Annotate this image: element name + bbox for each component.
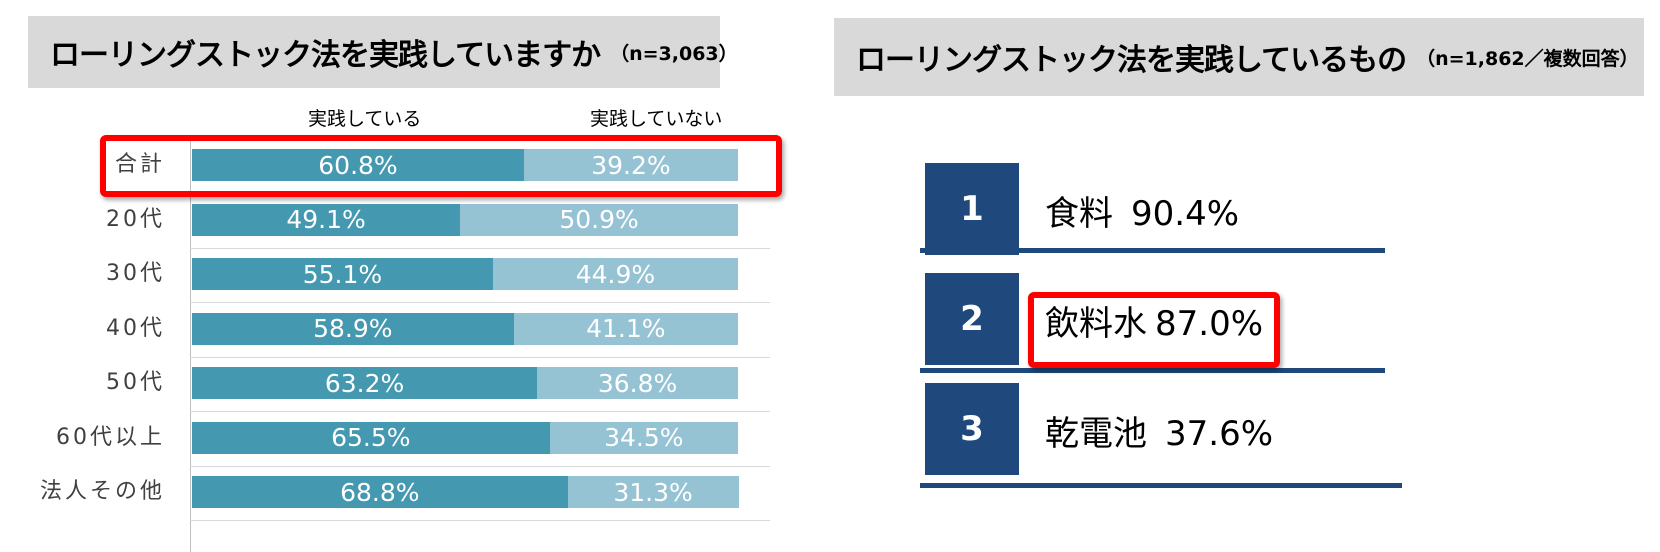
legend-not-practicing: 実践していない bbox=[590, 108, 723, 130]
category-label: 30代 bbox=[106, 261, 165, 286]
bar-row: 20代 49.1% 50.9% bbox=[0, 191, 780, 249]
bar-value-label: 68.8% bbox=[340, 477, 420, 507]
rank-number-badge: 1 bbox=[925, 163, 1019, 255]
bar-value-label: 36.8% bbox=[597, 368, 678, 398]
rank-underline bbox=[920, 248, 1385, 253]
total-row-highlight bbox=[100, 135, 782, 197]
row-separator bbox=[190, 247, 770, 249]
rank-item: 3 乾電池 37.6% bbox=[920, 378, 1440, 488]
category-axis-line bbox=[190, 140, 191, 552]
bar-segment-practicing: 68.8% bbox=[192, 476, 568, 508]
bar-segment-practicing: 60.8% bbox=[192, 149, 524, 181]
bar-row: 40代 58.9% 41.1% bbox=[0, 300, 780, 358]
bar-row: 30代 55.1% 44.9% bbox=[0, 245, 780, 303]
drinking-water-highlight bbox=[1028, 292, 1280, 368]
bar-value-label: 31.3% bbox=[613, 477, 693, 507]
bar-value-label: 65.5% bbox=[331, 423, 411, 452]
bar-segment-practicing: 63.2% bbox=[192, 367, 538, 399]
bar-row: 法人その他 68.8% 31.3% bbox=[0, 463, 780, 521]
category-label: 40代 bbox=[106, 315, 165, 341]
bar-row: 合計 60.8% 39.2% bbox=[0, 136, 780, 194]
bar-value-label: 49.1% bbox=[286, 205, 366, 234]
row-separator bbox=[190, 302, 770, 303]
rank-underline bbox=[920, 483, 1402, 488]
bar-segment-practicing: 49.1% bbox=[192, 203, 461, 236]
bar-value-label: 55.1% bbox=[302, 259, 383, 289]
rank-underline bbox=[920, 368, 1385, 373]
bar-row: 50代 63.2% 36.8% bbox=[0, 354, 780, 412]
bar-segment-not-practicing: 36.8% bbox=[537, 367, 738, 399]
bar-segment-practicing: 65.5% bbox=[192, 421, 550, 454]
bar-segment-not-practicing: 50.9% bbox=[460, 203, 738, 236]
bar-value-label: 41.1% bbox=[586, 314, 666, 343]
right-title-text: ローリングストック法を実践しているもの bbox=[856, 43, 1407, 78]
legend-practicing: 実践している bbox=[308, 108, 422, 130]
rank-item-name: 乾電池 bbox=[1045, 414, 1147, 454]
rank-label: 飲料水 87.0% bbox=[1045, 296, 1263, 345]
bar-row: 60代以上 65.5% 34.5% bbox=[0, 409, 780, 467]
rank-item: 1 食料 90.4% bbox=[920, 158, 1440, 268]
bar-value-label: 39.2% bbox=[591, 150, 671, 180]
row-separator bbox=[190, 411, 770, 412]
bar-segment-not-practicing: 44.9% bbox=[492, 258, 738, 290]
bar-value-label: 63.2% bbox=[324, 368, 405, 398]
rank-label: 食料 90.4% bbox=[1045, 186, 1239, 235]
category-label: 合計 bbox=[114, 152, 165, 177]
bar-segment-practicing: 55.1% bbox=[192, 258, 493, 290]
left-title-text: ローリングストック法を実践していますか bbox=[50, 38, 601, 73]
category-label: 20代 bbox=[106, 206, 165, 232]
ranking-list: 1 食料 90.4% 2 飲料水 87.0% 3 乾電池 37.6% bbox=[920, 158, 1440, 498]
right-panel-title: ローリングストック法を実践しているもの （n=1,862／複数回答） bbox=[834, 18, 1644, 96]
left-sample-size: （n=3,063） bbox=[610, 42, 738, 65]
bar-value-label: 44.9% bbox=[575, 259, 656, 289]
row-separator bbox=[190, 356, 770, 358]
category-label: 法人その他 bbox=[39, 479, 165, 504]
bar-segment-not-practicing: 34.5% bbox=[549, 421, 738, 454]
bar-value-label: 58.9% bbox=[313, 314, 393, 343]
category-label: 50代 bbox=[106, 370, 165, 395]
row-separator bbox=[190, 465, 770, 467]
rank-label: 乾電池 37.6% bbox=[1045, 406, 1273, 455]
rank-item-name: 食料 bbox=[1045, 194, 1113, 234]
bar-value-label: 34.5% bbox=[604, 423, 684, 452]
bar-value-label: 50.9% bbox=[559, 205, 639, 234]
bar-segment-not-practicing: 41.1% bbox=[513, 312, 738, 345]
rank-item-percent: 37.6% bbox=[1165, 414, 1274, 454]
rank-item: 2 飲料水 87.0% bbox=[920, 268, 1440, 378]
row-separator bbox=[190, 520, 770, 521]
bar-segment-practicing: 58.9% bbox=[192, 312, 514, 345]
left-panel-title: ローリングストック法を実践していますか （n=3,063） bbox=[28, 16, 738, 88]
rank-item-percent: 90.4% bbox=[1131, 194, 1240, 234]
rank-number-badge: 3 bbox=[925, 383, 1019, 475]
rank-item-name: 飲料水 bbox=[1045, 304, 1147, 344]
bar-segment-not-practicing: 31.3% bbox=[567, 476, 739, 508]
right-sample-size: （n=1,862／複数回答） bbox=[1416, 47, 1639, 70]
bar-value-label: 60.8% bbox=[318, 150, 398, 180]
category-label: 60代以上 bbox=[56, 424, 165, 450]
bar-segment-not-practicing: 39.2% bbox=[523, 149, 738, 181]
rank-number-badge: 2 bbox=[925, 273, 1019, 365]
rank-item-percent: 87.0% bbox=[1155, 304, 1264, 344]
stacked-bar-chart: 実践している 実践していない 合計 60.8% 39.2% 20代 49.1% 50.9%… bbox=[0, 100, 780, 552]
